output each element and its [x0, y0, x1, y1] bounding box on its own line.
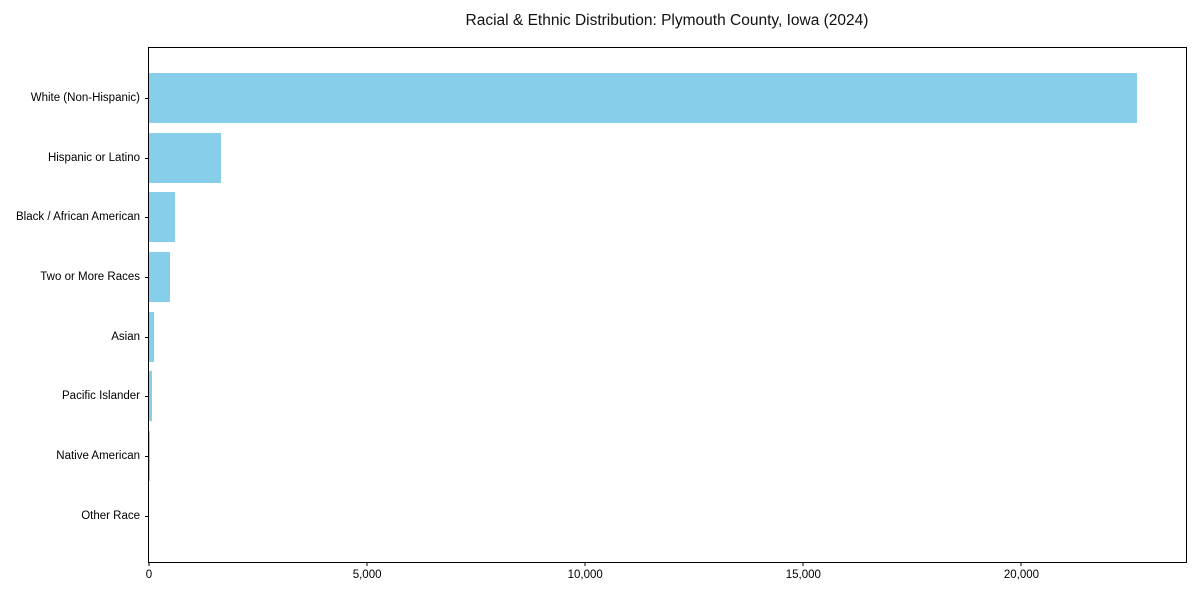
y-tick-mark [145, 277, 149, 278]
x-tick-label-10000: 10,000 [567, 569, 603, 581]
y-tick-label-two-or-more-races: Two or More Races [40, 271, 140, 283]
bar-black-african-american [149, 192, 175, 243]
plot-area: White (Non-Hispanic) Hispanic or Latino Bl… [16, 47, 1187, 581]
bar-white-non-hispanic [149, 73, 1137, 123]
y-tick-mark [145, 456, 149, 458]
y-tick-mark [145, 396, 149, 398]
y-tick-label-asian: Asian [111, 330, 140, 343]
x-tick-label-20000: 20,000 [1003, 569, 1040, 581]
x-tick-mark [1020, 562, 1022, 566]
x-tick-mark [366, 562, 368, 566]
bar-asian [149, 311, 155, 362]
x-tick-label-0: 0 [145, 569, 153, 581]
y-tick-mark [145, 98, 149, 99]
x-tick-label-15000: 15,000 [785, 569, 821, 581]
y-tick-label-white-non-hispanic: White (Non-Hispanic) [30, 92, 140, 104]
bar-pacific-islander [149, 371, 153, 422]
x-tick-label-5000: 5,000 [352, 569, 382, 581]
y-tick-label-pacific-islander: Pacific Islander [62, 390, 140, 403]
y-tick-mark [145, 157, 149, 159]
bar-native-american [149, 431, 151, 482]
y-tick-mark [145, 217, 149, 219]
x-tick-mark [802, 562, 804, 566]
x-tick-mark [148, 562, 150, 566]
y-tick-label-hispanic-or-latino: Hispanic or Latino [47, 151, 140, 164]
y-tick-label-black-african-american: Black / African American [16, 211, 140, 224]
chart-title: Racial & Ethnic Distribution: Plymouth C… [465, 12, 869, 29]
bar-two-or-more-races [149, 252, 171, 302]
bar-hispanic-or-latino [149, 132, 221, 183]
x-tick-mark [584, 562, 586, 566]
y-tick-mark [145, 336, 149, 338]
y-tick-mark [145, 515, 149, 517]
y-tick-label-native-american: Native American [56, 450, 140, 463]
y-tick-label-other-race: Other Race [81, 509, 140, 522]
